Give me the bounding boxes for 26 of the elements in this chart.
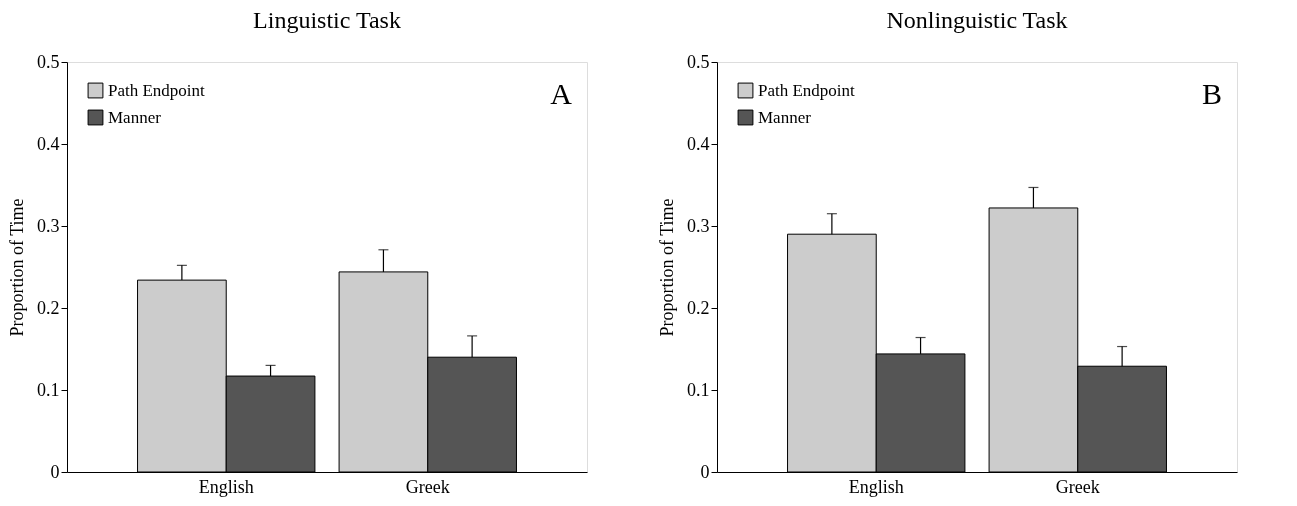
y-tick-label: 0 <box>50 461 60 482</box>
chart-title: Linguistic Task <box>253 7 401 33</box>
y-axis-title: Proportion of Time <box>657 198 677 337</box>
legend-label: Path Endpoint <box>758 80 856 100</box>
y-tick-label: 0.5 <box>37 51 60 72</box>
y-tick-label: 0.1 <box>37 379 60 400</box>
y-tick-label: 0.4 <box>687 133 710 154</box>
y-tick-label: 0.3 <box>687 215 710 236</box>
y-axis-title: Proportion of Time <box>7 198 27 337</box>
y-tick-label: 0.4 <box>37 133 60 154</box>
annotation: A <box>550 77 573 110</box>
x-tick-label: English <box>198 476 254 497</box>
y-tick-label: 0.2 <box>37 297 60 318</box>
x-tick-label: English <box>848 476 904 497</box>
x-tick-label: Greek <box>405 476 450 497</box>
y-tick-label: 0.3 <box>37 215 60 236</box>
y-tick-label: 0 <box>700 461 710 482</box>
chart-title: Nonlinguistic Task <box>886 7 1068 33</box>
annotation: B <box>1201 77 1222 110</box>
legend-label: Path Endpoint <box>108 80 206 100</box>
y-tick-label: 0.2 <box>687 297 710 318</box>
legend-label: Manner <box>758 107 812 127</box>
x-tick-label: Greek <box>1055 476 1100 497</box>
y-tick-label: 0.1 <box>687 379 710 400</box>
legend-label: Manner <box>108 107 162 127</box>
y-tick-label: 0.5 <box>687 51 710 72</box>
